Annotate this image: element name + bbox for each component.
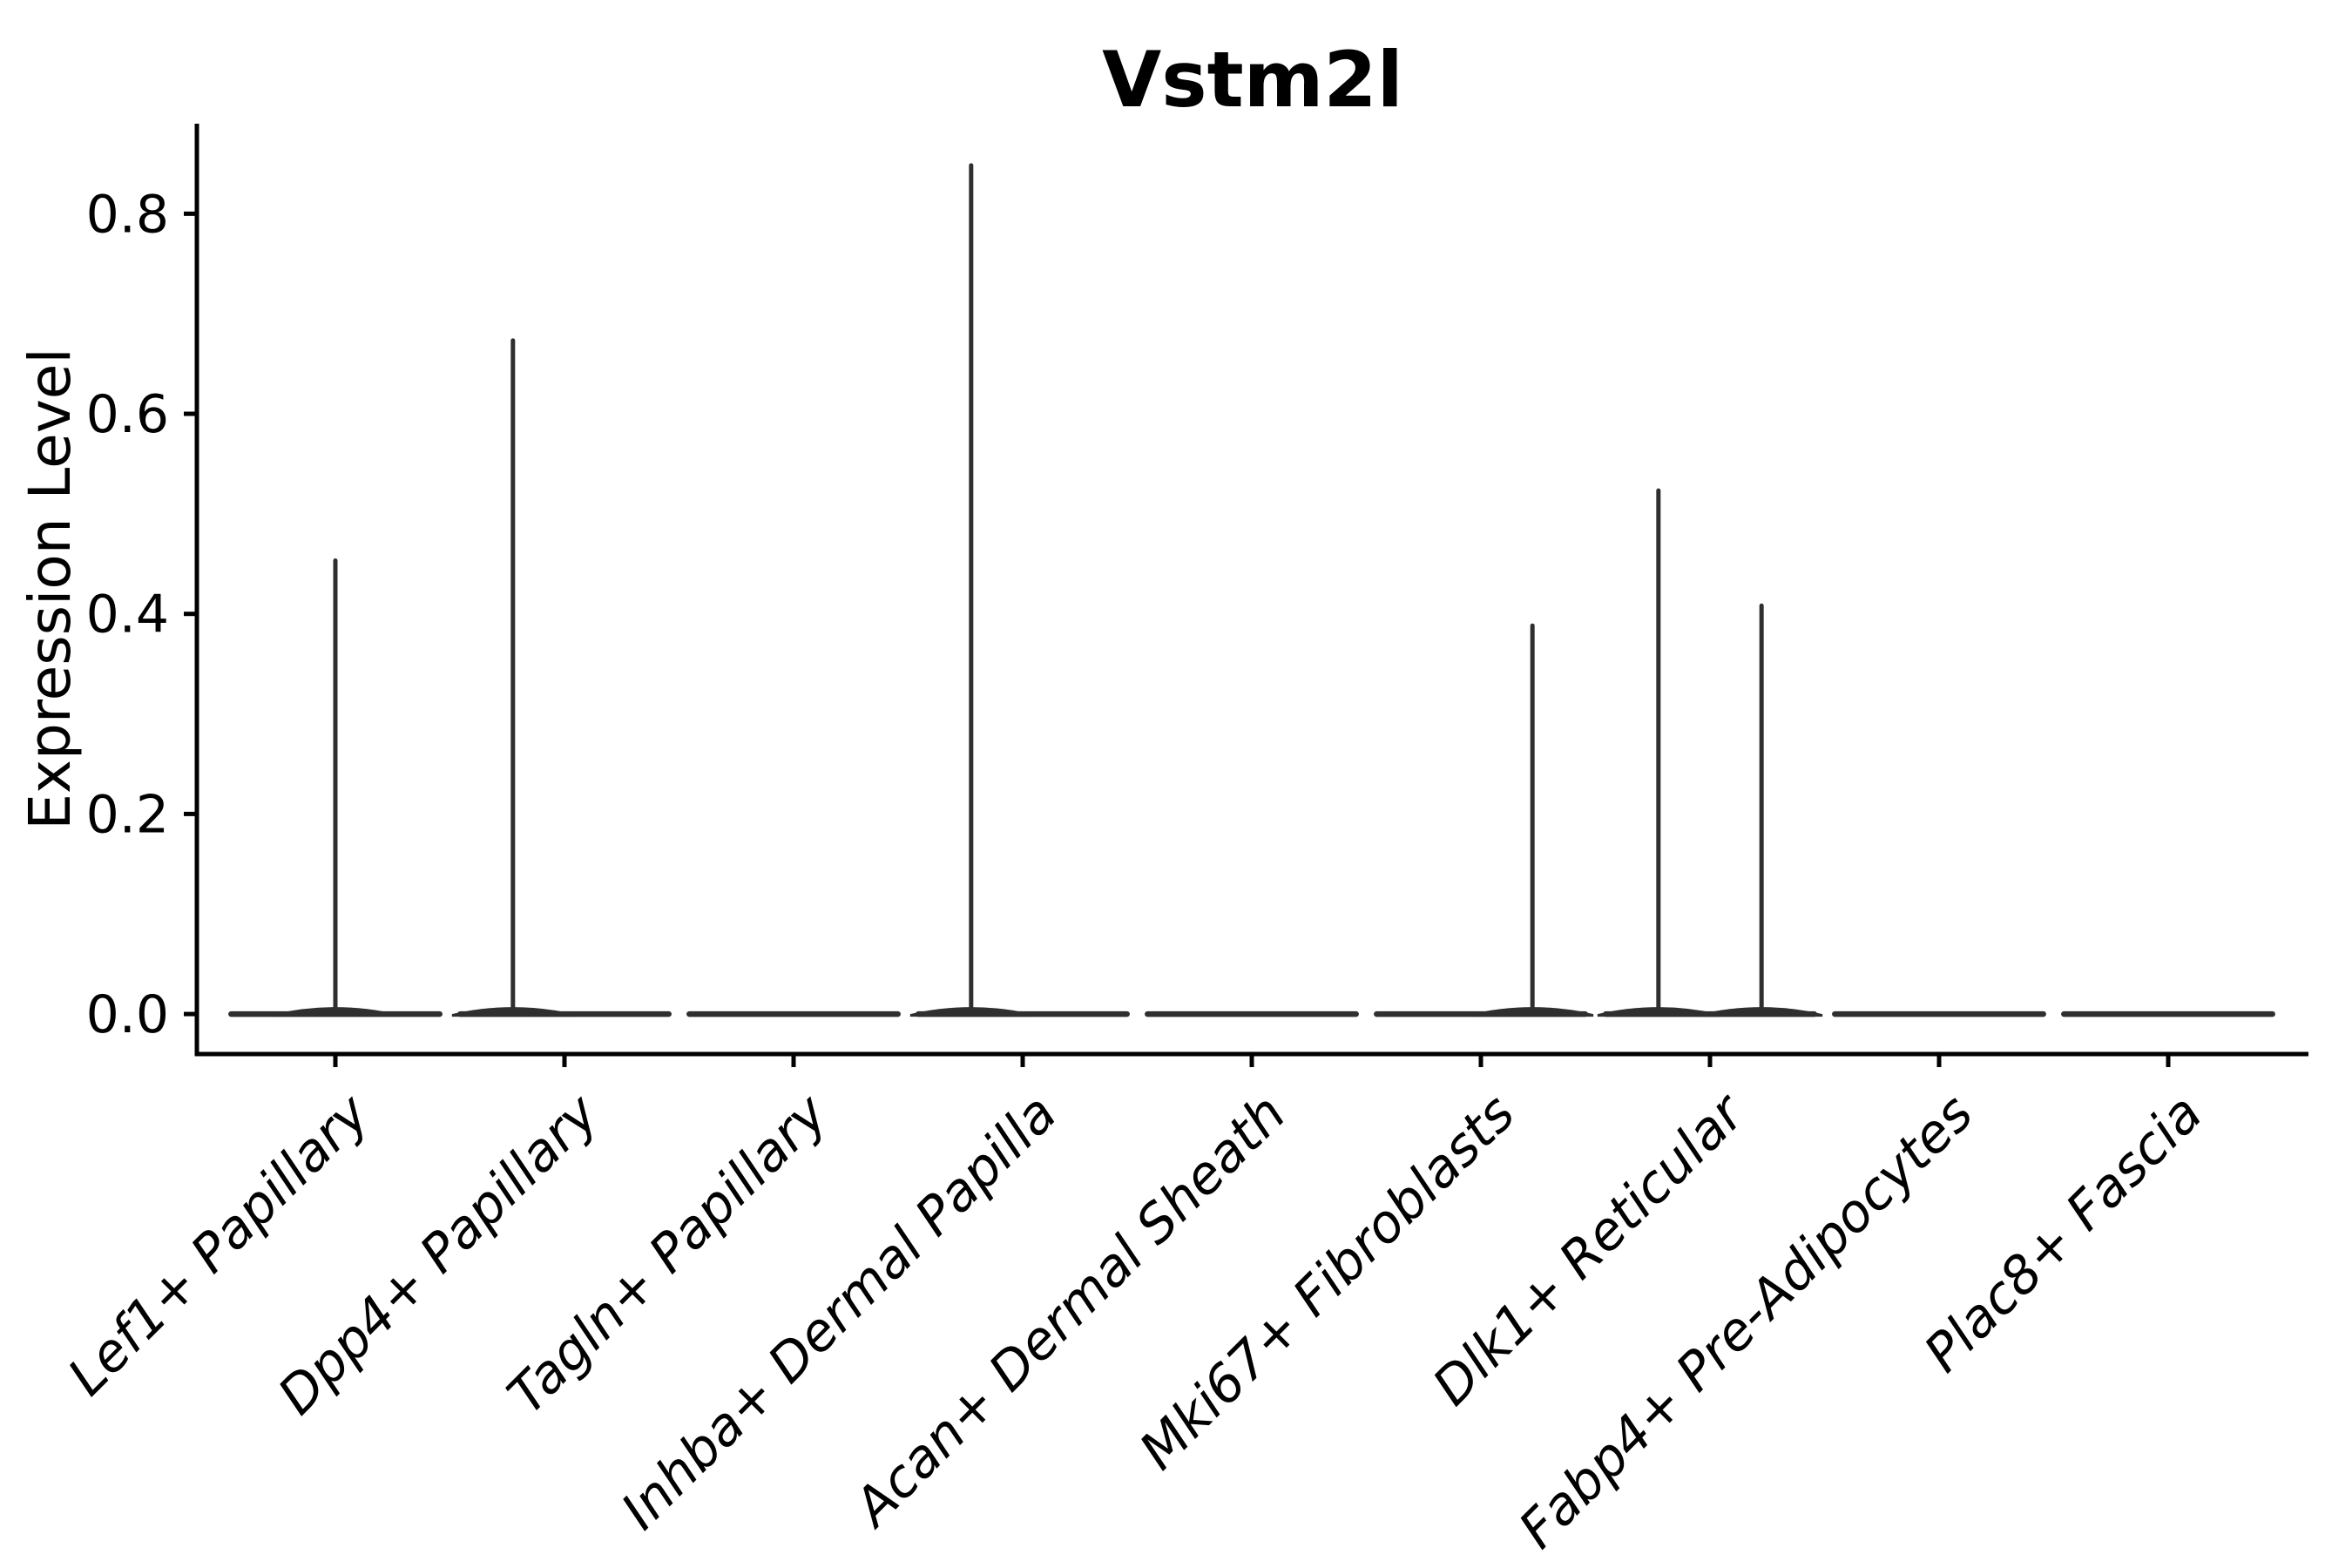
- violin: [228, 558, 443, 1017]
- y-axis-label: Expression Level: [17, 348, 84, 829]
- x-category-label: Mki67+ Fibroblasts: [1128, 1083, 1527, 1482]
- y-tick-label: 0.4: [86, 585, 169, 645]
- y-tick-label: 0.2: [86, 784, 169, 845]
- violin: [451, 338, 672, 1017]
- y-tick-label: 0.6: [86, 384, 169, 445]
- violin: [1374, 623, 1594, 1017]
- x-category-label: Inhba+ Dermal Papilla: [610, 1083, 1068, 1541]
- x-category-label: Acan+ Dermal Sheath: [841, 1083, 1298, 1540]
- violin-group: [228, 163, 2275, 1017]
- x-category-label: Fabp4+ Pre-Adipocytes: [1507, 1083, 1984, 1560]
- y-tick-group: 0.0 0.2 0.4 0.6 0.8: [86, 184, 197, 1045]
- y-tick-label: 0.0: [86, 984, 169, 1045]
- violin: [909, 163, 1130, 1017]
- y-tick-label: 0.8: [86, 184, 169, 245]
- violin: [1597, 488, 1823, 1017]
- chart-title: Vstm2l: [1102, 35, 1403, 125]
